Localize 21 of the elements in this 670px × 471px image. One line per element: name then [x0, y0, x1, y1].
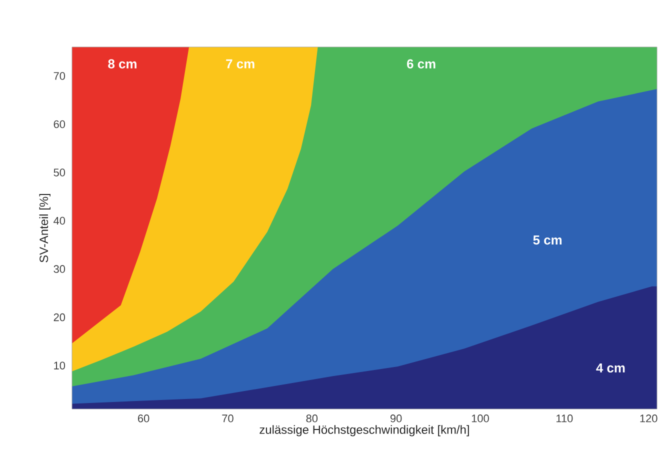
x-tick-label: 100: [472, 414, 489, 422]
y-tick-label: 70: [54, 72, 66, 80]
x-tick-label: 110: [556, 414, 573, 422]
y-tick-label: 30: [54, 265, 66, 273]
series-label: 7 cm: [226, 59, 254, 68]
x-tick-label: 90: [390, 414, 402, 422]
y-tick-label: 20: [54, 313, 66, 322]
series-label: 4 cm: [596, 363, 625, 372]
y-tick-label: 40: [54, 216, 66, 225]
x-tick-label: 60: [138, 414, 150, 422]
series-label: 6 cm: [407, 59, 436, 68]
y-axis-title: SV-Anteil [%]: [39, 194, 50, 262]
y-tick-label: 10: [54, 362, 66, 370]
x-tick-label: 120: [640, 414, 658, 422]
series-label: 5 cm: [533, 236, 562, 245]
x-tick-label: 80: [306, 414, 318, 422]
y-tick-label: 50: [54, 168, 66, 176]
x-axis-title: zulässige Höchstgeschwindigkeit [km/h]: [260, 425, 469, 436]
x-tick-label: 70: [222, 414, 234, 422]
y-tick-label: 60: [54, 120, 66, 128]
series-label: 8 cm: [108, 59, 136, 68]
